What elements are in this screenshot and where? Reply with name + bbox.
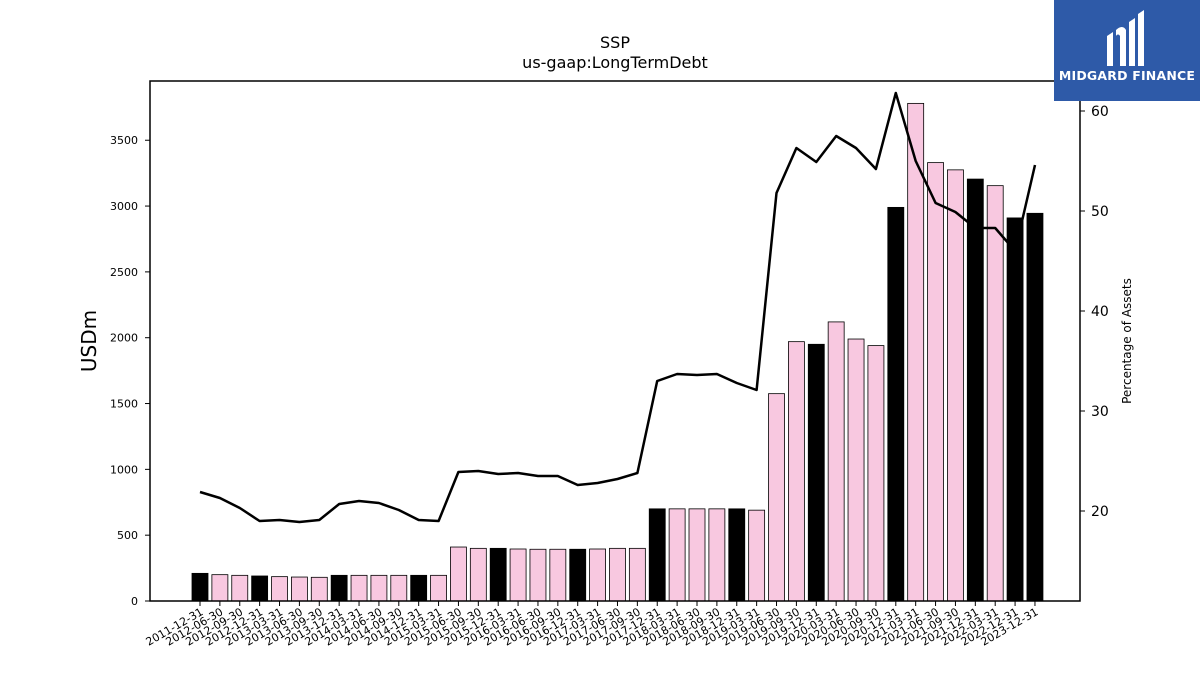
bar (768, 393, 785, 602)
bar (628, 547, 646, 602)
bar (966, 178, 984, 602)
bar (748, 509, 766, 602)
bar (290, 576, 308, 602)
chart-subtitle: us-gaap:LongTermDebt (522, 53, 708, 72)
bar (370, 574, 388, 602)
brand-logo: MIDGARD FINANCE (1054, 0, 1200, 101)
bar (589, 548, 606, 602)
y-tick-label: 3000 (110, 200, 138, 213)
bar (350, 574, 368, 602)
y2-tick-label: 20 (1091, 504, 1109, 520)
series-line (199, 91, 1037, 524)
bar (847, 338, 865, 602)
y2-tick-label: 30 (1091, 404, 1109, 420)
bar (390, 574, 408, 602)
midgard-logo-icon (1107, 10, 1144, 66)
bar (907, 102, 925, 602)
bar (569, 548, 587, 602)
y-tick-label: 2500 (110, 266, 138, 279)
y-tick-label: 500 (117, 529, 138, 542)
y-tick-label: 1500 (110, 398, 138, 411)
bar (529, 548, 547, 602)
bar (549, 548, 567, 602)
bar (867, 345, 885, 602)
bar (231, 574, 249, 602)
bar (330, 574, 348, 602)
bar (509, 548, 527, 602)
bar (469, 547, 487, 602)
bar (947, 169, 964, 602)
plot-frame (149, 80, 1081, 602)
bar (827, 321, 845, 602)
bar (986, 185, 1004, 602)
bar (688, 508, 706, 602)
bar (668, 508, 686, 602)
bar (609, 547, 626, 602)
y2-tick-label: 60 (1091, 104, 1109, 120)
bar (807, 343, 825, 602)
y-tick-label: 3500 (110, 134, 138, 147)
bar (450, 546, 467, 602)
bar (648, 508, 666, 602)
bar (1026, 212, 1044, 602)
bar (788, 341, 805, 602)
bar (887, 206, 905, 602)
y-tick-label: 1000 (110, 463, 138, 476)
y2-tick-label: 50 (1091, 204, 1109, 220)
bar (310, 576, 328, 602)
bar (1006, 217, 1024, 602)
bar (708, 508, 726, 602)
bar (211, 574, 229, 602)
chart-title: SSP (600, 33, 630, 52)
plot-area: 0500100015002000250030003500203040506020… (110, 91, 1109, 649)
y2-axis-label: Percentage of Assets (1120, 278, 1134, 404)
bar (728, 508, 746, 602)
bar (927, 162, 944, 602)
bar (251, 575, 269, 602)
y-tick-label: 0 (131, 595, 138, 608)
bar (410, 574, 428, 602)
y2-tick-label: 40 (1091, 304, 1109, 320)
logo-text: MIDGARD FINANCE (1058, 68, 1196, 83)
bar (271, 576, 288, 602)
bar (191, 572, 209, 602)
y-tick-label: 2000 (110, 332, 138, 345)
bar (489, 547, 507, 602)
bar (430, 574, 447, 602)
y-axis-label: USDm (77, 310, 101, 372)
